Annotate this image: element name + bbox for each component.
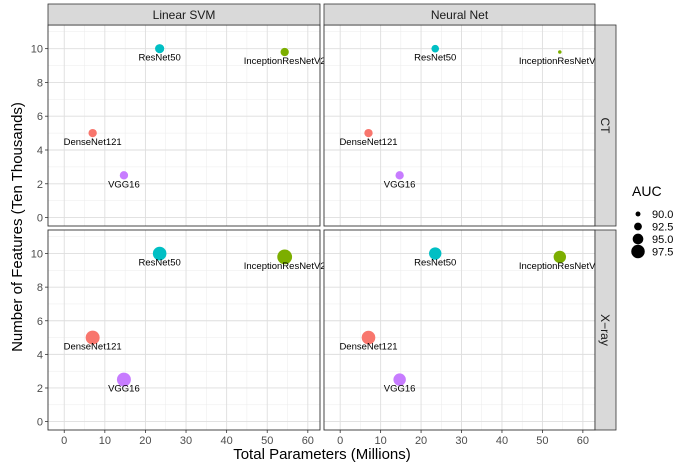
panels-layer: DenseNet121 InceptionResNetV2 ResNet50 VGG1… <box>31 24 601 447</box>
panel-r1-c1-point-label-vgg16: VGG16 <box>108 179 140 190</box>
panel-r2-c1-y-tick-label: 0 <box>37 417 43 429</box>
panel-r1-c1-point-vgg16 <box>119 171 129 180</box>
legend-label-90-0: 90.0 <box>652 209 673 221</box>
panel-r1-c1-background <box>48 25 320 226</box>
panel-r1-c1-point-resnet50 <box>155 44 165 54</box>
strip-col-1-bg <box>47 3 321 26</box>
legend-key-92-5 <box>634 222 642 231</box>
panel-r2-c1-point-resnet50 <box>152 246 167 261</box>
panel-r2-c1-x-tick-label: 30 <box>180 435 192 447</box>
strip-row-1-label: CT <box>598 118 612 135</box>
panel-r2-c1-point-inceptionresnetv2 <box>277 249 293 265</box>
panel-r1-c2-point-label-resnet50: ResNet50 <box>414 53 456 64</box>
panel-r2-c1-x-tick-label: 0 <box>61 435 67 447</box>
panel-r1-c2-point-resnet50 <box>431 44 440 53</box>
panel-r2-c2-point-label-inceptionresnetv2: InceptionResNetV2 <box>519 261 601 272</box>
strip-col-2-bg <box>323 3 596 26</box>
panel-r2-c1-x-tick-label: 50 <box>261 435 273 447</box>
strip-col-1-label: Linear SVM <box>153 8 216 22</box>
panel-r2-c2-x-tick-label: 40 <box>496 435 508 447</box>
panel-r1-c1-y-tick-label: 10 <box>31 44 43 56</box>
panel-r1-c1-y-tick-label: 6 <box>37 111 43 123</box>
panel-r1-c1-point-densenet121 <box>88 128 97 138</box>
panel-r2-c1-x-tick-label: 60 <box>302 435 314 447</box>
panel-r2-c2-point-densenet121 <box>361 330 376 345</box>
legend-key-90-0 <box>635 211 641 217</box>
panel-r1-c1-y-tick-label: 4 <box>37 145 43 157</box>
panel-r2-c1-background <box>48 230 320 430</box>
panel-r2-c2-point-label-resnet50: ResNet50 <box>414 258 456 269</box>
panel-r1-c2-point-label-inceptionresnetv2: InceptionResNetV2 <box>519 56 601 67</box>
strip-row-1-bg <box>594 24 617 227</box>
panel-r2-c2-background <box>324 230 595 430</box>
panel-r2-c1-y-tick-label: 6 <box>37 316 43 328</box>
legend-label-92-5: 92.5 <box>652 222 673 234</box>
panel-r1-c1-y-tick-label: 8 <box>37 77 43 89</box>
panel-r1-c1-point-inceptionresnetv2 <box>280 47 289 57</box>
panel-r2-c1-y-tick-label: 8 <box>37 282 43 294</box>
panel-r2-c2-point-vgg16 <box>393 373 406 386</box>
legend-title: AUC <box>632 183 662 199</box>
panel-r1-c1-y-tick-label: 2 <box>37 179 43 191</box>
legend-label-97-5: 97.5 <box>652 247 673 259</box>
panel-r1-c2-point-vgg16 <box>395 171 404 180</box>
panel-r2-c1-point-label-vgg16: VGG16 <box>108 384 140 395</box>
panel-r2-c2-point-inceptionresnetv2 <box>553 250 567 264</box>
panel-r2-c1-border <box>47 229 321 431</box>
panel-r2-c1-point-label-densenet121: DenseNet121 <box>64 342 122 353</box>
panel-r2-c1-point-label-inceptionresnetv2: InceptionResNetV2 <box>244 261 326 272</box>
panel-r2-c2-point-resnet50 <box>429 247 442 260</box>
panel-r1-c2-point-densenet121 <box>364 128 373 138</box>
strip-row-2-bg <box>594 229 617 431</box>
panel-r2-c2-point-label-vgg16: VGG16 <box>384 384 416 395</box>
panel-r2-c1-y-tick-label: 2 <box>37 383 43 395</box>
strip-row-2-label: X−ray <box>598 314 612 346</box>
panel-r2-c2-point-label-densenet121: DenseNet121 <box>339 342 397 353</box>
panel-r2-c1-point-label-resnet50: ResNet50 <box>139 258 181 269</box>
panel-r2-c1-x-tick-label: 10 <box>99 435 111 447</box>
legend-label-95-0: 95.0 <box>652 234 673 246</box>
panel-r2-c1-y-tick-label: 10 <box>31 249 43 261</box>
legend-key-95-0 <box>632 233 644 245</box>
x-axis-title: Total Parameters (Millions) <box>233 446 411 463</box>
panel-r2-c1-point-vgg16 <box>116 372 131 387</box>
panel-r1-c2-point-inceptionresnetv2 <box>558 50 562 54</box>
panel-r2-c2-x-tick-label: 30 <box>455 435 467 447</box>
panel-r1-c2-point-label-vgg16: VGG16 <box>384 179 416 190</box>
y-axis-title: Number of Features (Ten Thousands) <box>9 102 26 352</box>
panel-r1-c2-point-label-densenet121: DenseNet121 <box>339 137 397 148</box>
panel-r1-c2-background <box>324 25 595 226</box>
panel-r2-c2-x-tick-label: 10 <box>375 435 387 447</box>
panel-r1-c1-point-label-resnet50: ResNet50 <box>139 53 181 64</box>
panel-r2-c1-x-tick-label: 20 <box>139 435 151 447</box>
panel-r1-c1-point-label-inceptionresnetv2: InceptionResNetV2 <box>244 56 326 67</box>
panel-r2-c1-y-tick-label: 4 <box>37 349 43 361</box>
panel-r2-c1-point-densenet121 <box>85 330 100 345</box>
panel-r1-c1-y-tick-label: 0 <box>37 213 43 225</box>
panel-r2-c2-x-tick-label: 60 <box>577 435 589 447</box>
strip-col-2-label: Neural Net <box>431 8 489 22</box>
panel-r1-c1-point-label-densenet121: DenseNet121 <box>64 137 122 148</box>
panel-r2-c2-x-tick-label: 20 <box>415 435 427 447</box>
legend: AUC 90.092.595.097.5 <box>631 183 673 259</box>
panel-r2-c1-x-tick-label: 40 <box>221 435 233 447</box>
legend-key-97-5 <box>631 244 645 259</box>
panel-r2-c2-x-tick-label: 0 <box>337 435 343 447</box>
panel-r2-c2-x-tick-label: 50 <box>536 435 548 447</box>
